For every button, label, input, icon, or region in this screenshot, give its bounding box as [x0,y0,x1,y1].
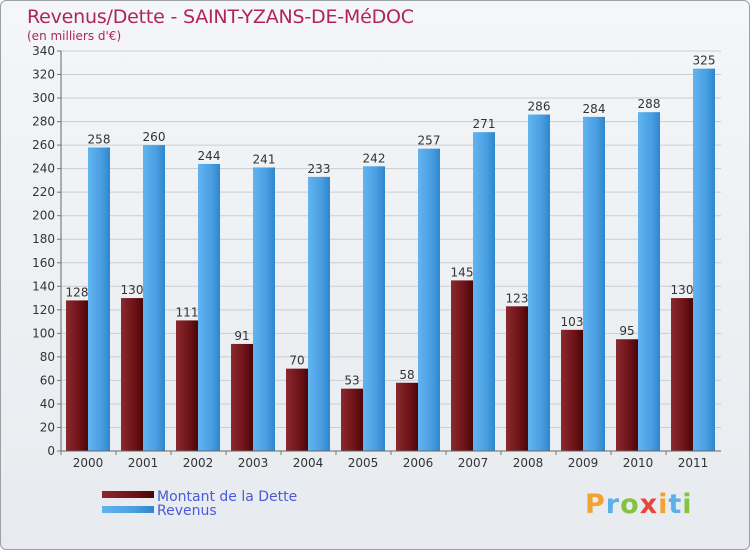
legend-swatch-revenus [102,506,154,513]
bar-revenus-label: 257 [418,134,441,148]
bar-debt-label: 128 [66,285,89,299]
bar-revenus [363,166,385,451]
bar-debt-label: 91 [234,329,249,343]
bar-revenus-label: 258 [88,132,111,146]
x-tick-label: 2004 [293,456,324,470]
x-tick-label: 2000 [73,456,104,470]
bar-debt [176,320,198,451]
labels: 128 258 130 260 111 244 91 241 70 233 53 242 58 257 14… [66,54,716,388]
bar-revenus-label: 260 [143,130,166,144]
bar-debt-label: 111 [176,305,199,319]
axes: 0 20 40 60 80 100 120 140 160 180 200 220 240 260 280 3… [32,44,721,470]
y-tick-label: 200 [32,209,55,223]
x-tick-label: 2002 [183,456,214,470]
legend: Montant de la Dette Revenus [102,489,297,519]
y-tick-label: 240 [32,162,55,176]
bar-revenus-label: 242 [363,151,386,165]
bar-debt [506,306,528,451]
proxiti-logo: Proxiti [585,489,693,520]
y-tick-label: 260 [32,138,55,152]
bar-revenus [583,116,605,451]
bar-revenus-label: 325 [693,54,716,68]
bar-debt-label: 103 [561,315,584,329]
y-tick-label: 280 [32,115,55,129]
bar-debt-label: 53 [344,374,359,388]
y-tick-label: 320 [32,68,55,82]
bar-revenus-label: 233 [308,162,331,176]
x-tick-label: 2007 [458,456,489,470]
bar-debt [561,329,583,451]
y-tick-label: 120 [32,303,55,317]
x-tick-label: 2005 [348,456,379,470]
y-tick-label: 300 [32,91,55,105]
bar-revenus [253,167,275,451]
bar-revenus [88,147,110,451]
bar-debt-label: 130 [121,283,144,297]
x-tick-label: 2009 [568,456,599,470]
bar-debt [671,298,693,451]
chart-subtitle: (en milliers d'€) [27,29,122,43]
x-tick-label: 2003 [238,456,269,470]
bar-revenus [528,114,550,451]
legend-label-revenus: Revenus [157,503,217,519]
bar-revenus [473,132,495,452]
bar-debt [451,280,473,451]
y-tick-label: 40 [40,397,55,411]
bar-revenus [693,68,715,451]
bar-revenus-label: 284 [583,102,606,116]
y-tick-label: 100 [32,326,55,340]
grid [61,50,721,428]
bar-debt [286,368,308,451]
x-tick-label: 2006 [403,456,434,470]
bar-revenus [198,163,220,452]
x-tick-label: 2001 [128,456,159,470]
y-tick-label: 180 [32,232,55,246]
bars [66,68,715,452]
y-tick-label: 60 [40,373,55,387]
bar-debt [66,300,88,451]
y-tick-label: 160 [32,256,55,270]
bar-revenus-label: 244 [198,149,221,163]
bar-debt [231,343,253,451]
bar-debt-label: 123 [506,291,529,305]
y-tick-label: 80 [40,350,55,364]
bar-revenus [143,145,165,451]
bar-debt-label: 58 [399,368,414,382]
bar-revenus [638,112,660,452]
chart-title: Revenus/Dette - SAINT-YZANS-DE-MéDOC [27,6,414,28]
y-tick-label: 140 [32,279,55,293]
bar-revenus-label: 241 [253,152,276,166]
x-tick-label: 2008 [513,456,544,470]
bar-revenus-label: 288 [638,97,661,111]
bar-debt [396,382,418,451]
x-tick-label: 2010 [623,456,654,470]
bar-revenus [418,148,440,451]
bar-debt [341,388,363,451]
x-tick-label: 2011 [678,456,709,470]
bar-debt-label: 145 [451,265,474,279]
y-tick-label: 340 [32,44,55,58]
bar-debt-label: 95 [619,324,634,338]
bar-debt-label: 130 [671,283,694,297]
y-tick-label: 0 [47,444,55,458]
bar-debt [121,298,143,451]
legend-swatch-debt [102,491,154,498]
y-tick-label: 220 [32,185,55,199]
bar-revenus-label: 286 [528,100,551,114]
bar-revenus [308,176,330,451]
legend-label-debt: Montant de la Dette [157,489,297,505]
bar-debt-label: 70 [289,354,304,368]
y-tick-label: 20 [40,420,55,434]
bar-debt [616,339,638,451]
bar-revenus-label: 271 [473,117,496,131]
